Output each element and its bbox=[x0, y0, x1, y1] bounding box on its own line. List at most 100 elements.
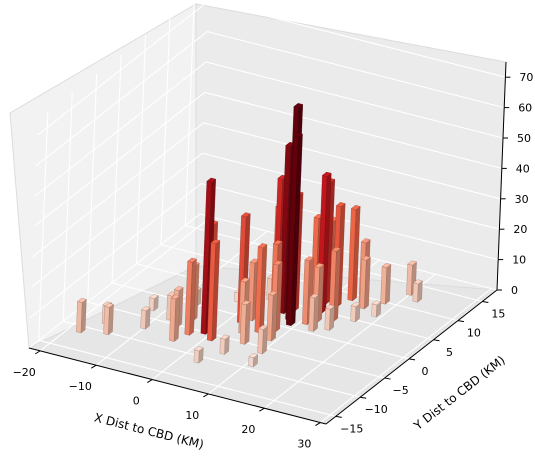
x-tick-mark bbox=[34, 350, 41, 355]
bar-top-face bbox=[293, 132, 303, 138]
bar-9 bbox=[371, 300, 382, 318]
x-tick-mark bbox=[203, 393, 209, 398]
bar-front-face bbox=[193, 349, 200, 364]
bar-2 bbox=[380, 263, 392, 305]
bar-top-face bbox=[141, 306, 151, 312]
bar-top-face bbox=[293, 103, 304, 108]
bar-top-face bbox=[240, 277, 250, 283]
grid-line-x bbox=[264, 273, 436, 409]
z-tick-label: 10 bbox=[512, 254, 526, 267]
tick-labels: −20−100102030−15−10−50510150102030405060… bbox=[13, 71, 534, 450]
z-axis-line bbox=[496, 61, 507, 291]
grid-line-wall bbox=[184, 0, 195, 226]
x-axis-line bbox=[28, 347, 327, 425]
x-tick-label: 20 bbox=[241, 423, 255, 436]
grid-line-x bbox=[39, 216, 212, 352]
z-tick-label: 30 bbox=[515, 193, 529, 206]
bar-1 bbox=[412, 279, 423, 303]
bar-top-face bbox=[173, 286, 184, 291]
bar-front-face bbox=[412, 282, 419, 303]
x-tick-mark bbox=[315, 422, 321, 426]
y-tick-label: −5 bbox=[393, 384, 409, 397]
bar-top-face bbox=[273, 260, 283, 266]
bar-50 bbox=[248, 353, 259, 368]
grid-line-wall bbox=[38, 112, 49, 341]
bar-front-face bbox=[248, 356, 254, 368]
axes-group bbox=[28, 61, 507, 425]
bar-3 bbox=[347, 205, 361, 302]
bar-top-face bbox=[241, 212, 251, 218]
bar-top-face bbox=[335, 202, 346, 207]
bar-42 bbox=[239, 300, 251, 345]
bar-top-face bbox=[325, 304, 335, 310]
bar-6 bbox=[359, 255, 371, 310]
grid-line-z bbox=[31, 152, 500, 288]
bar-27 bbox=[308, 293, 320, 332]
bar-top-face bbox=[360, 238, 371, 244]
bar-53 bbox=[193, 346, 204, 364]
bar-front-face bbox=[219, 337, 226, 355]
bar-top-face bbox=[322, 171, 332, 177]
bar-top-face bbox=[381, 263, 392, 268]
bar-43 bbox=[184, 257, 197, 336]
x-tick-mark bbox=[90, 364, 97, 369]
bar-top-face bbox=[258, 325, 268, 330]
y-tick-label: 0 bbox=[422, 365, 429, 378]
z-tick-label: 60 bbox=[518, 102, 532, 115]
bar-top-face bbox=[314, 263, 325, 268]
bar-top-face bbox=[241, 300, 251, 306]
bar-45 bbox=[257, 325, 268, 355]
grid-line-wall bbox=[87, 74, 98, 303]
bar-top-face bbox=[371, 300, 382, 306]
grid-line-z bbox=[33, 91, 502, 227]
bar-top-face bbox=[273, 240, 283, 245]
bar-49 bbox=[219, 334, 230, 355]
y-tick-mark bbox=[335, 415, 342, 418]
bar-top-face bbox=[220, 334, 230, 340]
bar-top-face bbox=[77, 297, 87, 303]
bar-top-face bbox=[350, 205, 361, 210]
bar-side-face bbox=[329, 305, 335, 331]
grid-line-y bbox=[38, 339, 336, 417]
grid-line-z bbox=[35, 31, 505, 167]
z-tick-label: 50 bbox=[517, 132, 531, 145]
bar-top-face bbox=[350, 302, 361, 307]
bar-26 bbox=[286, 132, 303, 327]
bar-top-face bbox=[104, 302, 114, 308]
bar-48 bbox=[169, 294, 181, 342]
bar-top-face bbox=[304, 256, 315, 262]
grid-line-wall bbox=[62, 93, 73, 322]
grid-line-wall bbox=[135, 35, 147, 264]
x-tick-label: 10 bbox=[185, 409, 199, 422]
bar-top-face bbox=[206, 177, 217, 183]
y-tick-mark bbox=[360, 396, 367, 399]
bar-44 bbox=[207, 239, 221, 342]
x-tick-label: −20 bbox=[13, 366, 36, 379]
y-tick-label: −15 bbox=[340, 422, 363, 435]
grid-line-z bbox=[37, 0, 506, 136]
pane-back bbox=[9, 3, 507, 425]
bar-top-face bbox=[257, 243, 268, 249]
bar-front-face bbox=[371, 303, 377, 318]
z-tick-label: 70 bbox=[519, 71, 533, 84]
bar-top-face bbox=[149, 294, 159, 299]
grid-line-y bbox=[63, 320, 361, 398]
y-tick-mark bbox=[457, 320, 464, 323]
y-tick-label: −10 bbox=[365, 403, 388, 416]
bar-front-face bbox=[140, 309, 147, 330]
bar-top-face bbox=[407, 260, 417, 266]
grid-line-z bbox=[32, 122, 501, 258]
bar-top-face bbox=[268, 290, 278, 296]
bar-15 bbox=[350, 302, 361, 323]
z-tick-label: 40 bbox=[516, 162, 530, 175]
bar-top-face bbox=[210, 239, 221, 244]
bar-top-face bbox=[413, 279, 423, 285]
x-tick-label: −10 bbox=[69, 380, 92, 393]
grid-line-z bbox=[29, 183, 499, 319]
bar-top-face bbox=[361, 255, 371, 261]
bar-top-face bbox=[187, 257, 197, 263]
z-tick-label: 20 bbox=[513, 223, 527, 236]
grid-line-wall bbox=[111, 54, 122, 283]
x-tick-mark bbox=[147, 379, 153, 383]
